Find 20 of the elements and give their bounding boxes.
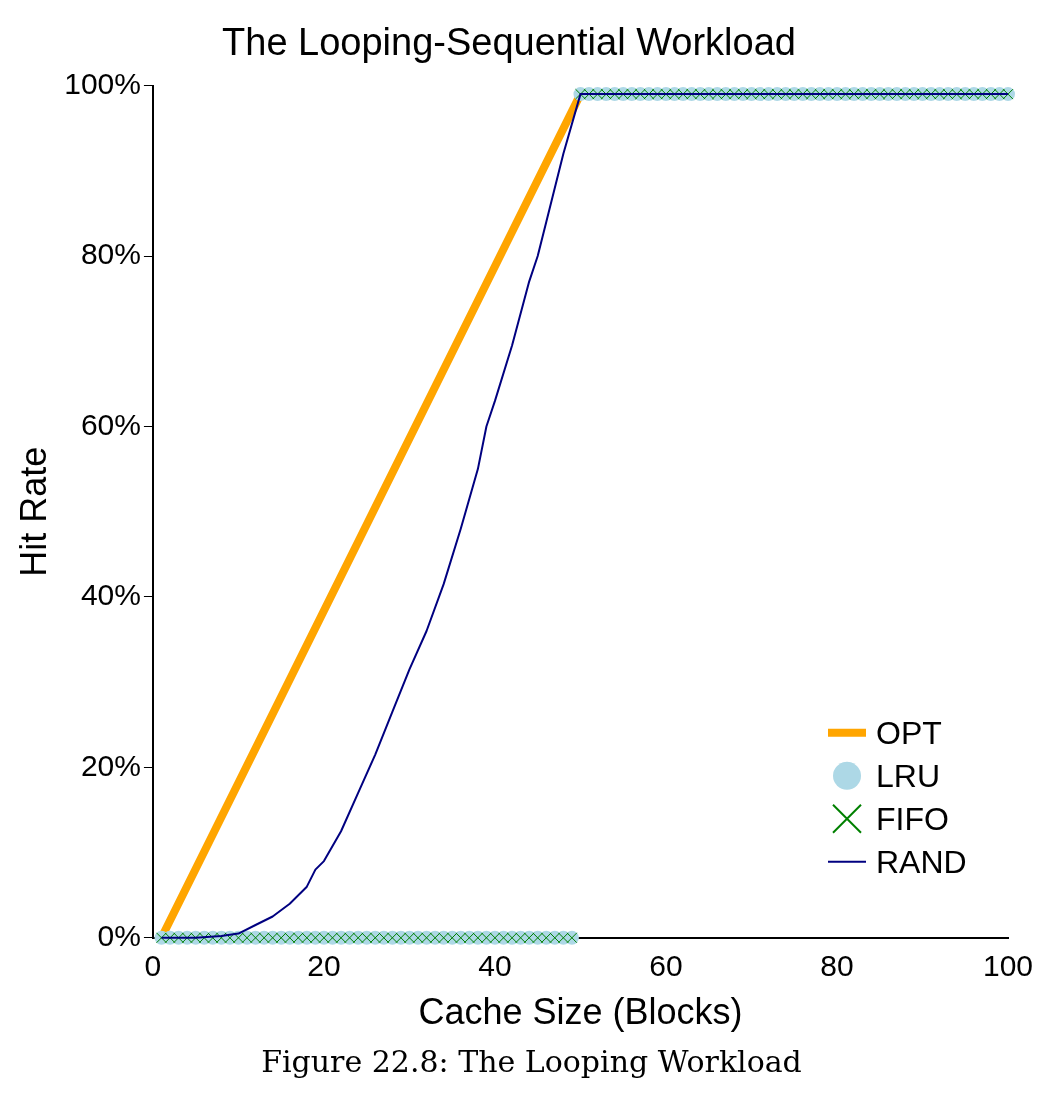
y-tick-label: 60% bbox=[80, 407, 141, 441]
y-tick-label: 20% bbox=[80, 748, 141, 782]
y-tick-label: 0% bbox=[97, 919, 141, 953]
chart-title: The Looping-Sequential Workload bbox=[222, 21, 796, 64]
legend-label: RAND bbox=[876, 843, 967, 880]
legend-label: FIFO bbox=[876, 800, 949, 837]
x-tick-label: 60 bbox=[649, 949, 683, 983]
y-tick-label: 100% bbox=[64, 66, 141, 100]
y-axis-title: Hit Rate bbox=[12, 446, 54, 577]
x-tick-label: 0 bbox=[144, 949, 162, 983]
legend-label: LRU bbox=[876, 757, 941, 794]
y-tick-label: 80% bbox=[80, 237, 141, 271]
caption: Figure 22.8: The Looping Workload bbox=[260, 1044, 803, 1079]
x-axis-title: Cache Size (Blocks) bbox=[418, 991, 743, 1033]
x-tick-label: 40 bbox=[478, 949, 512, 983]
y-tick-label: 40% bbox=[80, 578, 141, 612]
x-tick-label: 20 bbox=[307, 949, 341, 983]
x-tick-label: 80 bbox=[820, 949, 854, 983]
legend-label: OPT bbox=[876, 714, 942, 751]
x-tick-label: 100 bbox=[982, 949, 1034, 983]
